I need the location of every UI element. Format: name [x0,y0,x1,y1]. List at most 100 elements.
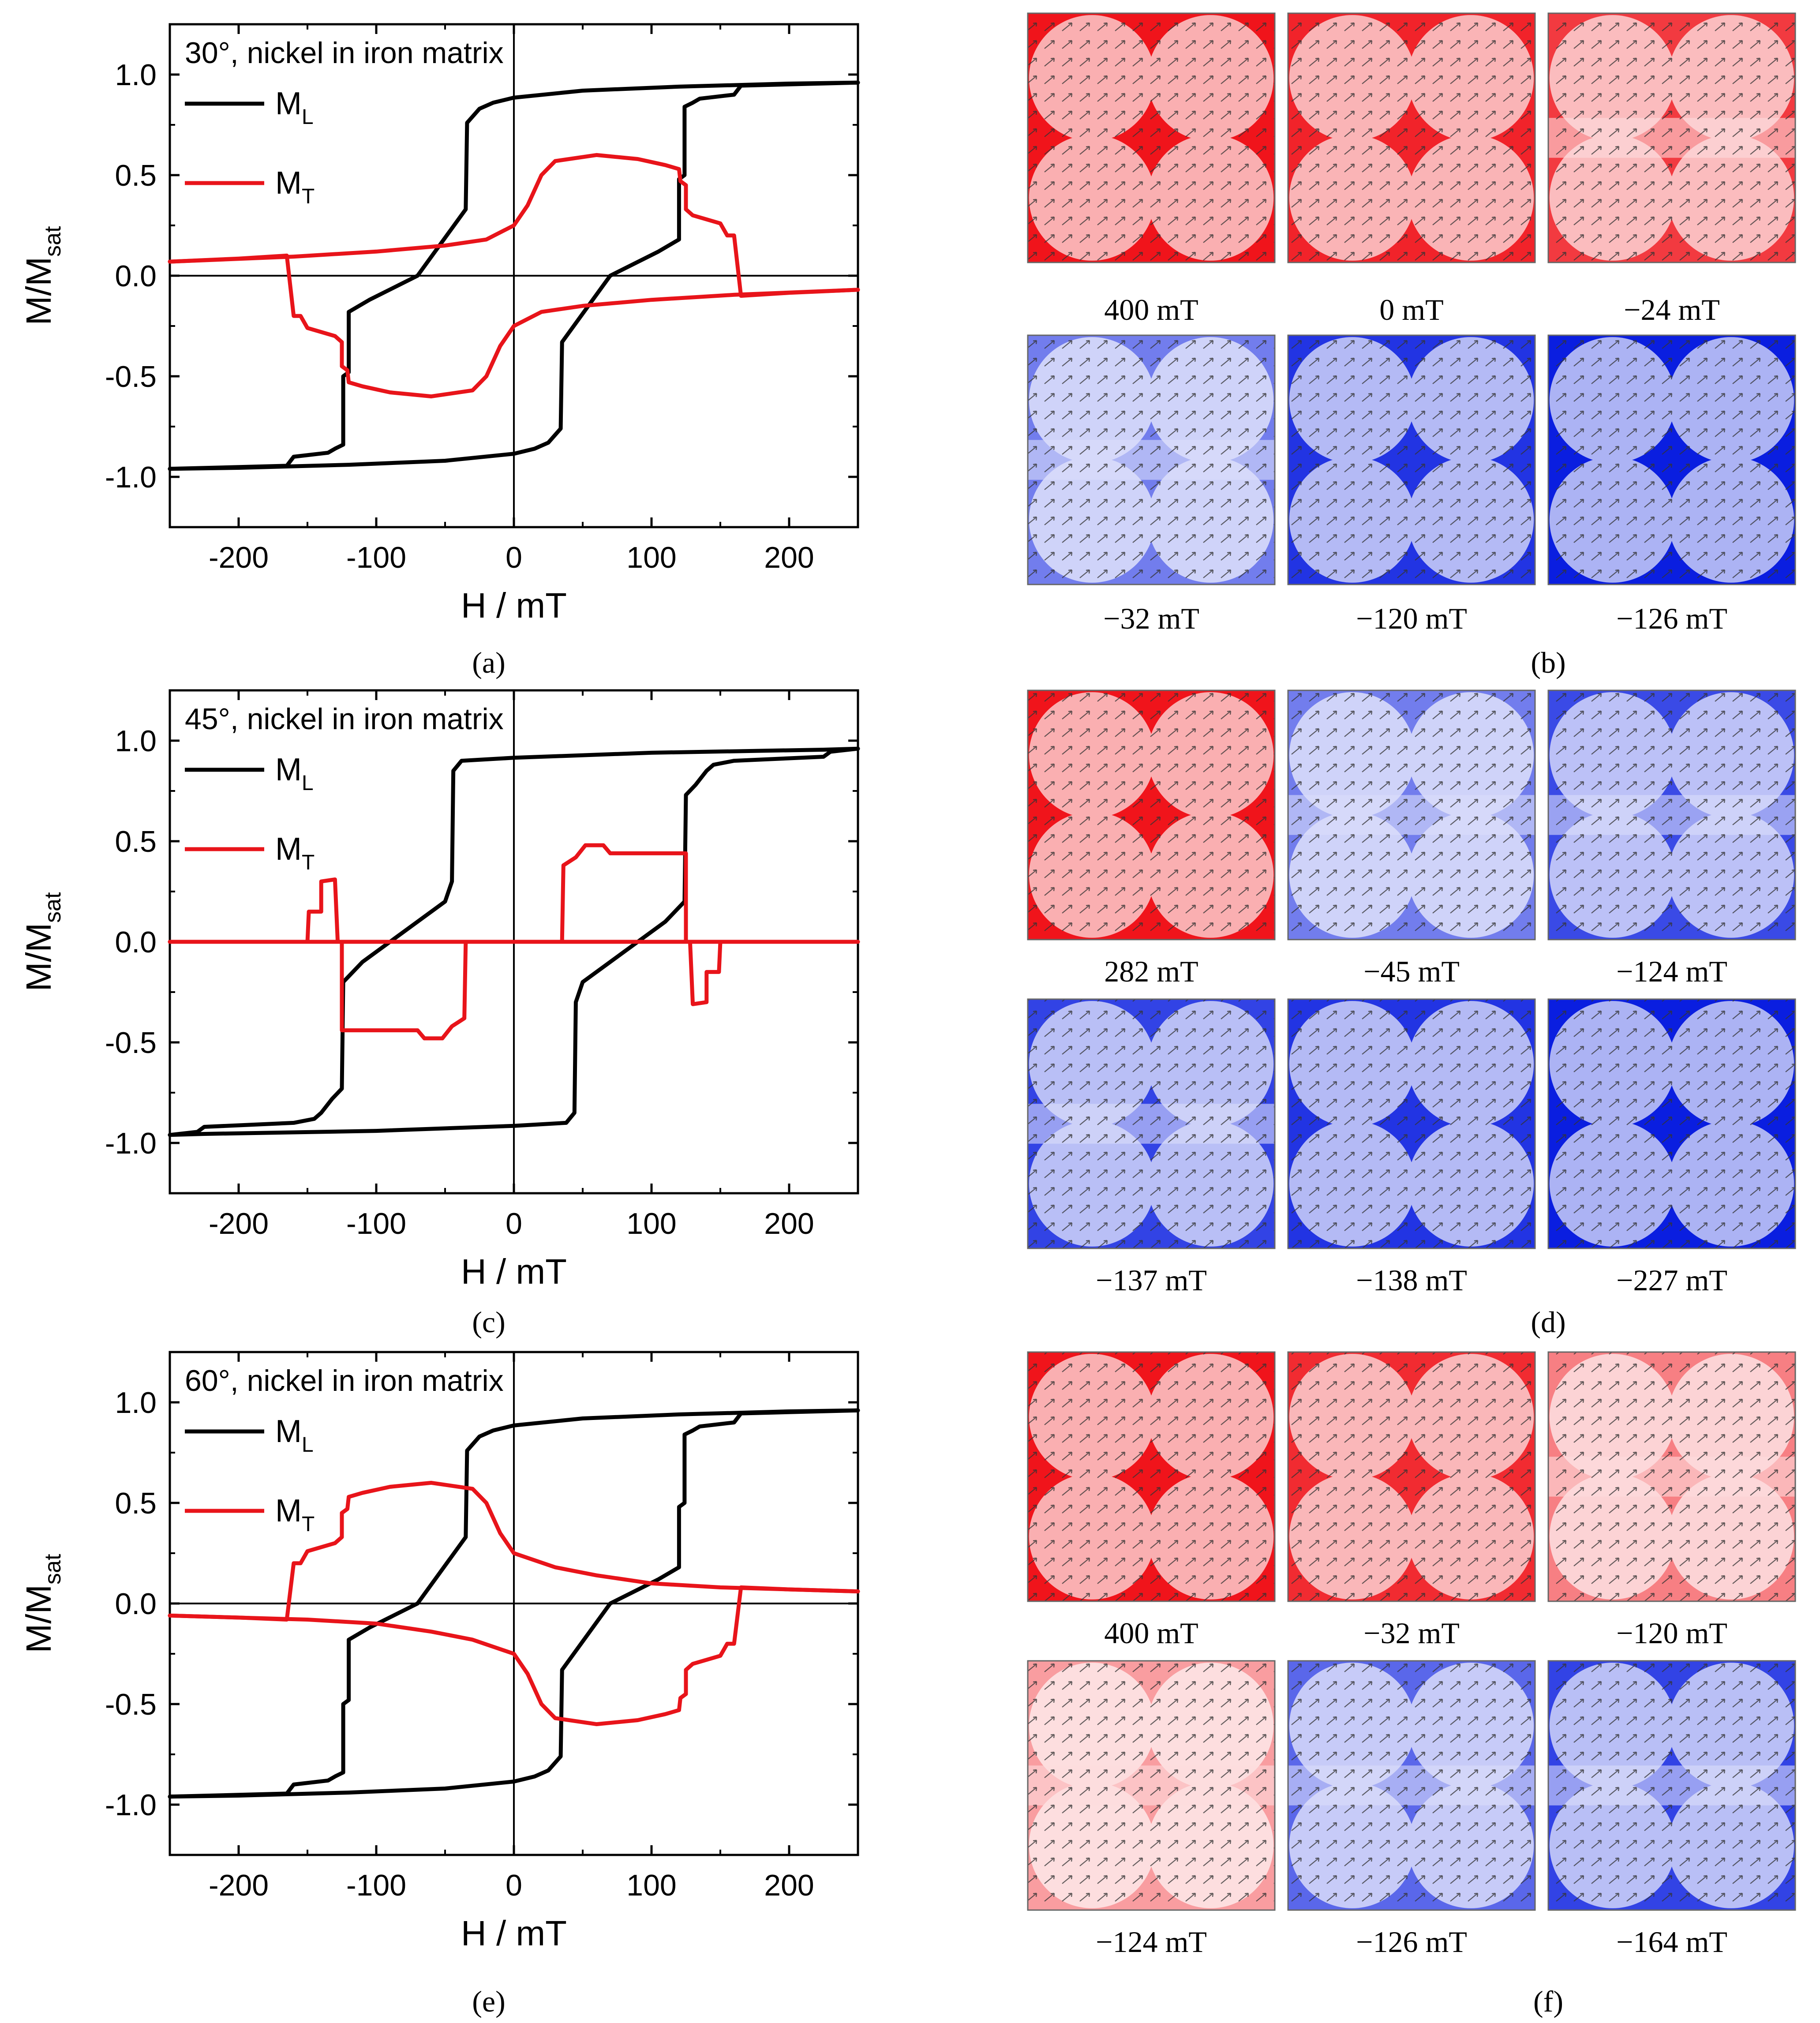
map-field-label: −227 mT [1616,1263,1727,1297]
map-field-label: −126 mT [1616,602,1727,635]
x-tick-label: -100 [346,1869,406,1902]
map-field-label: −120 mT [1356,602,1467,635]
y-axis-label-sub: sat [40,892,66,923]
y-tick-label: -1.0 [105,461,157,494]
map-frame [1547,12,1796,263]
y-axis-label-main: M/M [19,1585,58,1653]
y-tick-label: 1.0 [115,58,157,92]
map-field-label: 400 mT [1104,293,1198,326]
x-tick-label: 0 [506,1207,522,1240]
caption-a: (a) [472,646,505,679]
x-tick-label: -200 [209,541,269,574]
magnetization-map-b-3 [1027,334,1276,585]
map-frame [1287,1351,1536,1602]
map-content [1028,1352,1275,1601]
map-frame [1287,998,1536,1249]
magnetization-map-d-5 [1547,998,1796,1249]
map-frame [1287,334,1536,585]
x-tick-label: -100 [346,1207,406,1240]
y-axis-label-sub: sat [40,1554,66,1585]
map-frame [1547,998,1796,1249]
map-frame [1027,998,1276,1249]
legend-label-sub: T [302,1513,315,1536]
series-M_L-branch-1 [168,746,860,1137]
map-frame [1027,1351,1276,1602]
map-frame [1547,1660,1796,1911]
x-axis-label: H / mT [461,586,567,625]
x-axis-label: H / mT [461,1914,567,1953]
map-frame [1027,689,1276,940]
map-field-label: 400 mT [1104,1616,1198,1650]
map-content [1548,690,1795,940]
map-content [1288,1661,1535,1910]
legend-label-M_L: ML [275,1414,314,1457]
series-M_L-branch-0 [168,746,860,1137]
magnetization-map-d-1 [1287,689,1536,940]
y-tick-label: -1.0 [105,1788,157,1822]
magnetization-map-f-0 [1027,1351,1276,1602]
caption-f: (f) [1533,1985,1563,2018]
y-axis-label-main: M/M [19,257,58,326]
x-tick-label: 100 [626,1869,676,1902]
legend-label-M_T: MT [275,1493,315,1536]
x-tick-label: 200 [764,1869,814,1902]
map-field-label: −124 mT [1616,955,1727,988]
legend-label-sub: L [302,1433,314,1457]
map-field-label: −124 mT [1096,1925,1207,1959]
arrow-overlay [1548,1352,1795,1601]
x-tick-label: -200 [209,1869,269,1902]
legend-label-main: M [275,86,302,121]
arrow-overlay [1028,335,1275,584]
y-tick-label: 0.5 [115,1487,157,1520]
map-content [1028,13,1275,262]
map-content [1028,335,1275,584]
arrow-overlay [1028,999,1275,1248]
legend-label-sub: T [302,851,315,874]
map-frame [1547,334,1796,585]
arrow-overlay [1548,999,1795,1248]
x-tick-label: 100 [626,541,676,574]
map-content [1548,1352,1795,1601]
magnetization-map-f-3 [1027,1660,1276,1911]
map-content [1028,690,1275,940]
y-tick-label: 1.0 [115,724,157,758]
series-M_L-branch-0 [168,80,860,471]
legend-label-main: M [275,1493,302,1528]
map-content [1548,1661,1795,1910]
chart-title: 45°, nickel in iron matrix [185,702,504,736]
magnetization-map-f-4 [1287,1660,1536,1911]
caption-b: (b) [1531,646,1565,679]
series-M_L-branch-1 [168,1408,860,1799]
y-tick-label: 1.0 [115,1386,157,1420]
map-field-label: −138 mT [1356,1263,1467,1297]
arrow-overlay [1028,1661,1275,1910]
arrow-overlay [1548,1661,1795,1910]
magnetization-map-d-0 [1027,689,1276,940]
series-M_T-branch-0 [168,153,860,298]
legend-label-main: M [275,1414,302,1449]
y-axis-label: M/Msat [19,1554,66,1653]
arrow-overlay [1548,690,1795,940]
x-tick-label: 200 [764,1207,814,1240]
legend-label-main: M [275,832,302,867]
map-frame [1287,689,1536,940]
map-field-label: −32 mT [1103,602,1199,635]
chart-title: 30°, nickel in iron matrix [185,36,504,70]
legend-label-M_T: MT [275,832,315,874]
caption-d: (d) [1531,1305,1565,1339]
map-frame [1027,334,1276,585]
hysteresis-chart-a: -200 -100 0 100 200 -1.0 -0.5 0.0 0.5 1.0 H / mT M/… [19,23,860,625]
arrow-overlay [1548,335,1795,584]
map-field-label: −137 mT [1096,1263,1207,1297]
arrow-overlay [1548,13,1795,262]
magnetization-map-f-2 [1547,1351,1796,1602]
caption-e: (e) [472,1985,505,2018]
series-M_T-branch-1 [168,253,860,399]
y-tick-label: 0.5 [115,159,157,192]
x-tick-label: 0 [506,541,522,574]
arrow-overlay [1028,690,1275,940]
magnetization-map-d-2 [1547,689,1796,940]
y-axis-label-sub: sat [40,226,66,257]
legend-label-sub: T [302,185,315,208]
